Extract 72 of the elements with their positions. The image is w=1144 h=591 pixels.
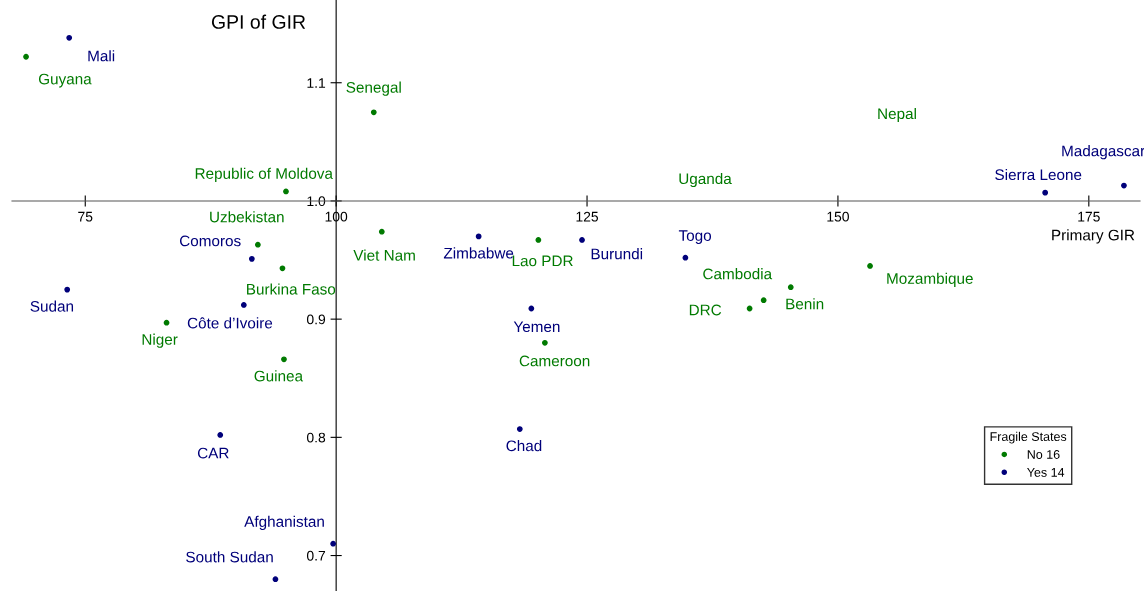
point: [516, 426, 523, 432]
legend-label: No 16: [1027, 450, 1060, 459]
point: [64, 286, 71, 293]
annotation: Sierra Leone: [995, 168, 1082, 181]
annotation: Senegal: [346, 81, 401, 96]
point: [240, 302, 247, 308]
point: [535, 237, 542, 243]
annotation: Togo: [678, 230, 712, 244]
point: [682, 254, 689, 261]
point: [579, 237, 585, 243]
y-tick-label: 1.1: [307, 78, 326, 88]
point: [1121, 182, 1127, 189]
annotation: CAR: [197, 447, 229, 459]
annotation: Burundi: [591, 248, 643, 260]
annotation: Mozambique: [887, 272, 973, 287]
point: [746, 305, 753, 312]
y-tick-label: 0.7: [306, 550, 326, 561]
point: [378, 228, 385, 235]
point: [867, 263, 873, 269]
annotation: Mali: [88, 50, 115, 62]
annotation: Côte d’Ivoire: [187, 317, 273, 329]
point: [541, 339, 548, 346]
annotation: Viet Nam: [353, 249, 415, 261]
point: [23, 53, 29, 60]
point: [330, 540, 337, 547]
x-tick-label: 75: [78, 211, 93, 222]
y-tick-label: 0.9: [306, 314, 326, 325]
point: [254, 241, 261, 248]
annotation: Uzbekistan: [210, 211, 284, 223]
point: [66, 34, 73, 41]
annotation: Uganda: [679, 172, 732, 188]
point: [248, 255, 255, 262]
point: [787, 284, 794, 291]
annotation: Guyana: [38, 73, 92, 88]
y-tick-label: 0.8: [306, 432, 326, 443]
point: [283, 188, 289, 195]
point: [528, 305, 535, 312]
legend-title: Fragile States: [990, 431, 1067, 444]
annotation: Sudan: [30, 300, 74, 312]
annotation: DRC: [689, 304, 722, 316]
annotation: Lao PDR: [512, 255, 573, 267]
point: [281, 356, 287, 363]
annotation: Afghanistan: [244, 515, 324, 531]
point: [272, 576, 279, 583]
annotation: Republic of Moldova: [195, 167, 333, 182]
legend-label: Yes 14: [1027, 468, 1065, 477]
annotation: Cameroon: [519, 355, 590, 367]
point: [760, 297, 767, 304]
point: [163, 319, 170, 326]
point: [475, 233, 482, 240]
annotation: Benin: [786, 298, 824, 310]
annotation: Nepal: [878, 107, 916, 123]
y-axis-title: GPI of GIR: [211, 14, 306, 29]
point: [370, 109, 377, 116]
annotation: South Sudan: [186, 551, 273, 563]
annotation: Burkina Faso: [247, 283, 336, 295]
annotation: Madagascar: [1062, 145, 1144, 160]
annotation: Comoros: [179, 235, 241, 247]
annotation: Guinea: [254, 370, 304, 382]
point: [279, 265, 286, 272]
annotation: Cambodia: [703, 268, 773, 280]
point: [1042, 189, 1049, 196]
x-tick-label: 150: [827, 211, 849, 222]
point: [217, 432, 224, 438]
x-tick-label: 175: [1078, 211, 1100, 222]
annotation: Niger: [142, 333, 178, 348]
annotation: Zimbabwe: [443, 247, 514, 259]
y-tick-label: 1.0: [307, 196, 326, 207]
x-tick-label: 125: [576, 211, 599, 222]
x-axis-title: Primary GIR: [1052, 229, 1135, 244]
annotation: Chad: [506, 440, 542, 452]
annotation: Yemen: [513, 321, 560, 333]
